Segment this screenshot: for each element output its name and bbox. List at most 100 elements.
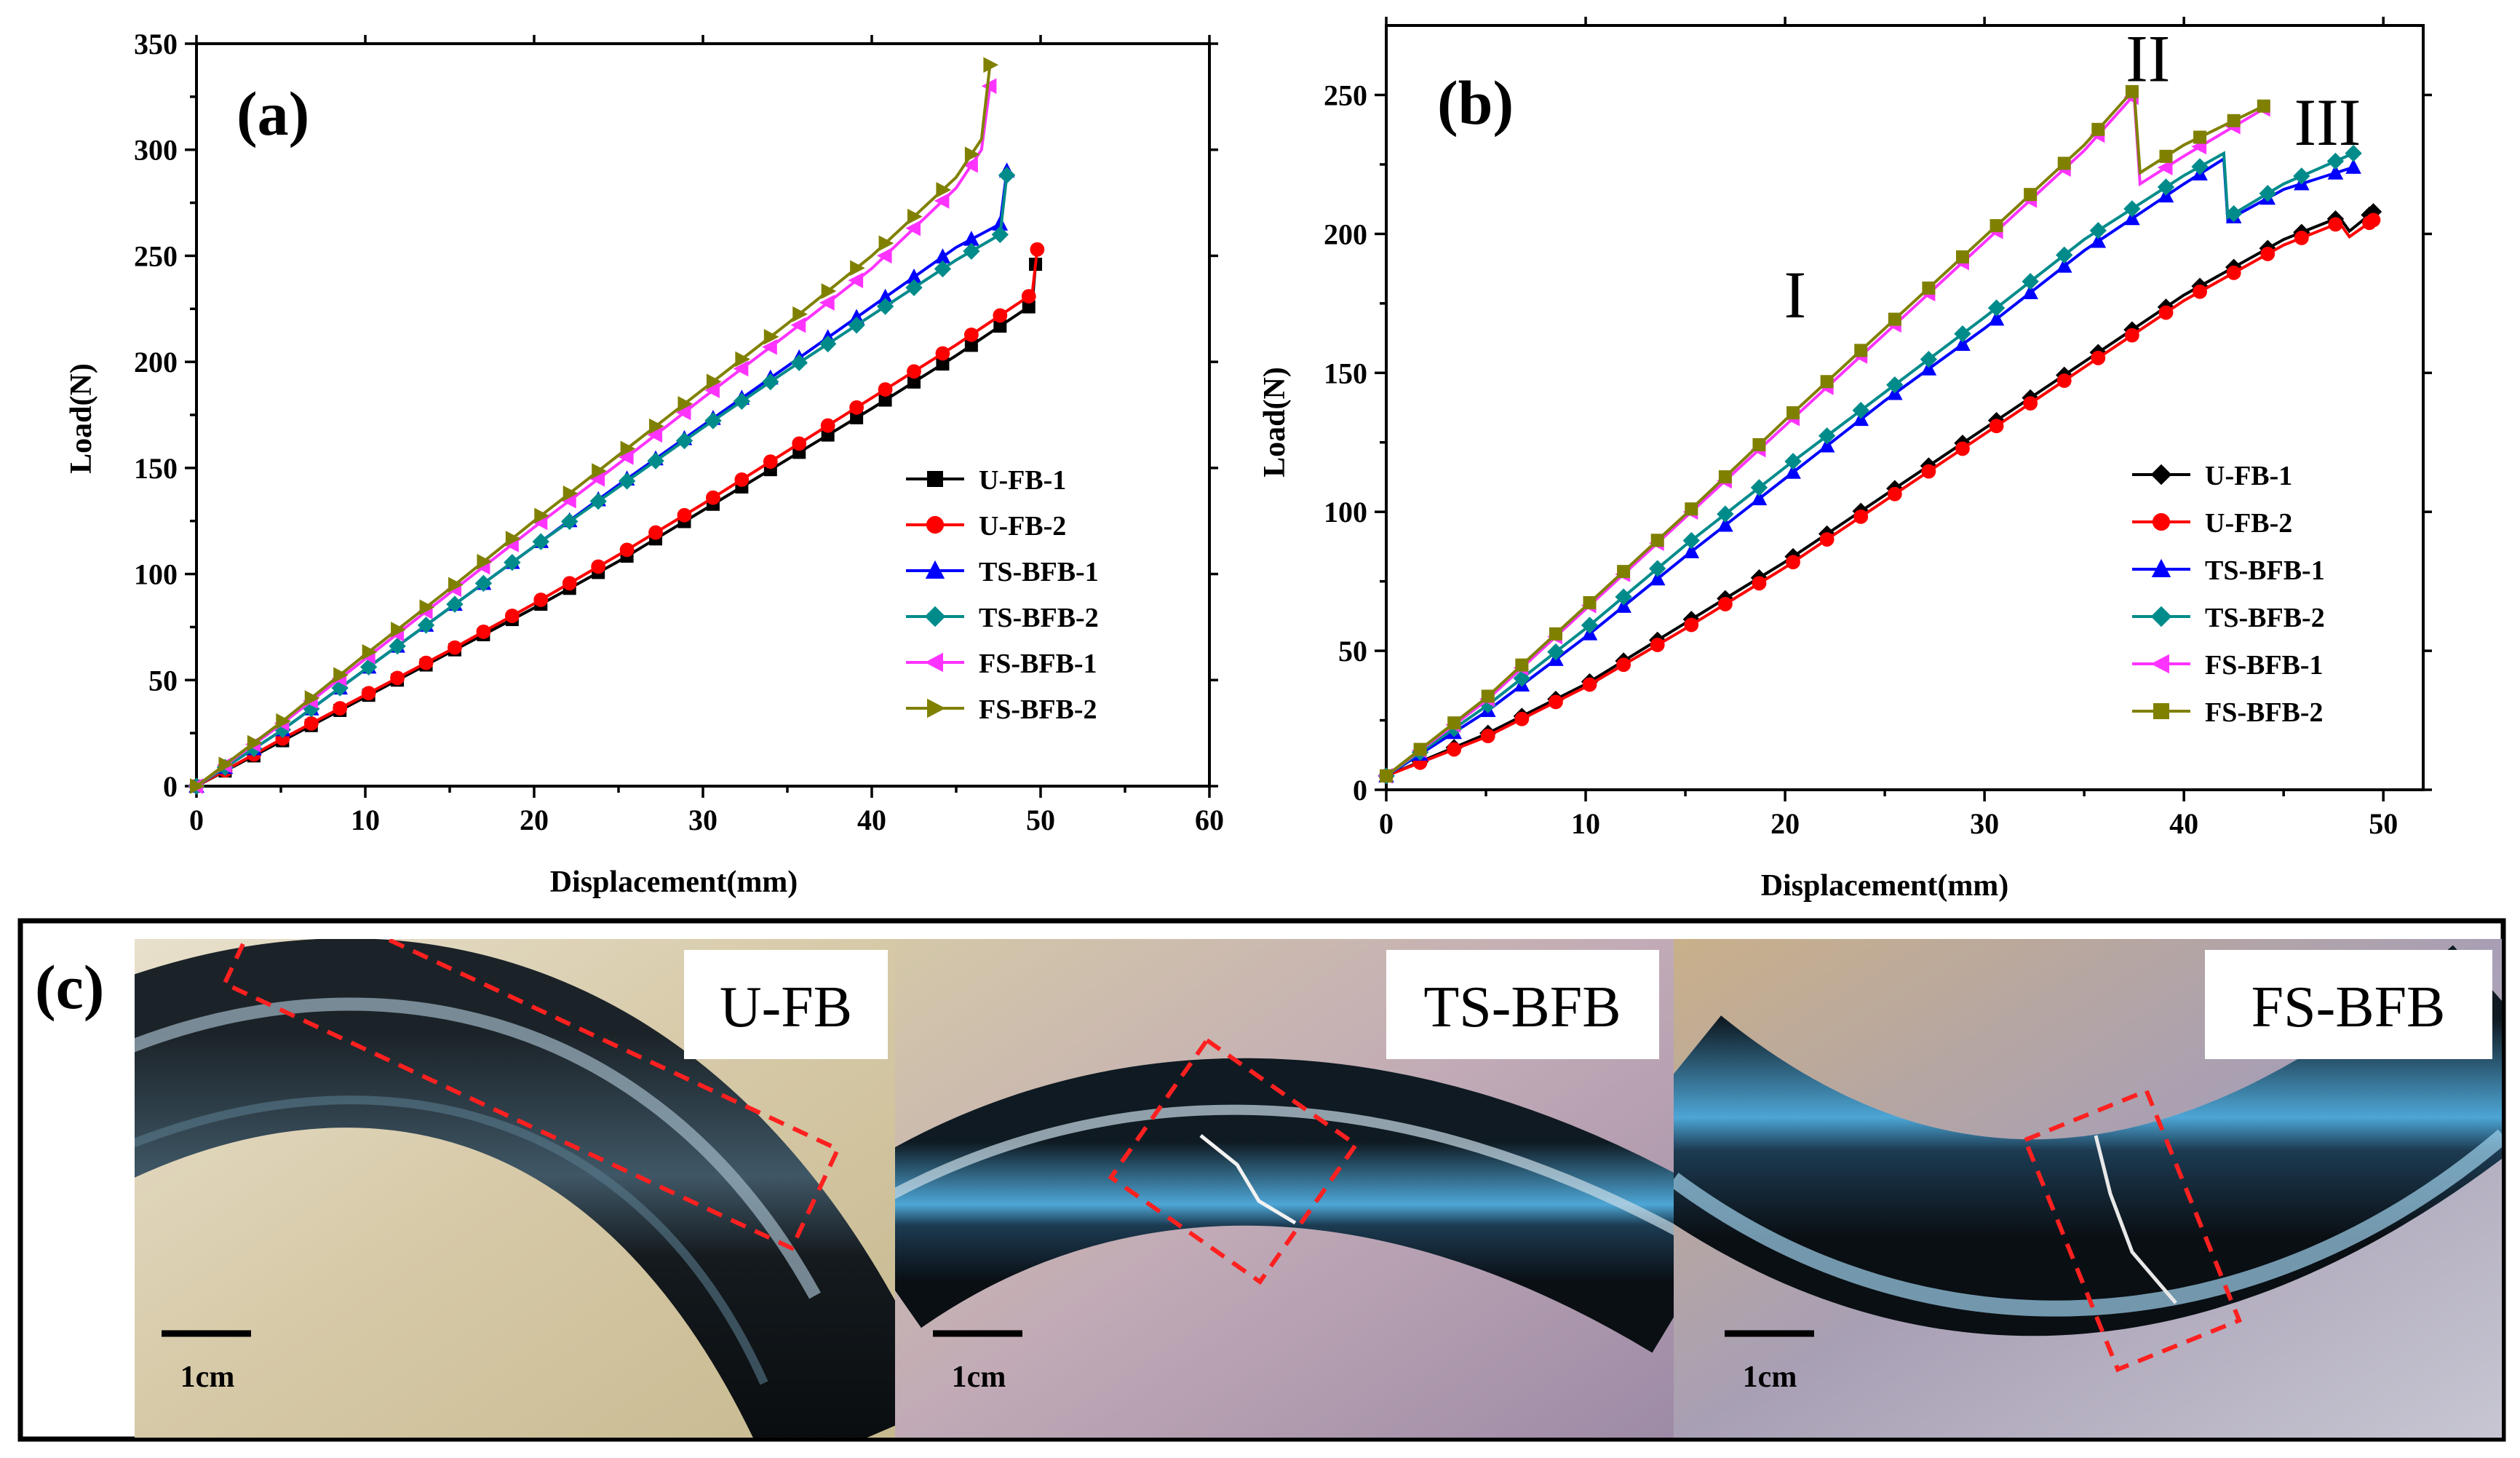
data-point [647, 452, 664, 470]
data-point [247, 734, 263, 751]
data-point [276, 713, 292, 729]
data-point [419, 599, 435, 616]
data-point [561, 492, 576, 509]
x-tick-label: 30 [688, 804, 718, 836]
data-point [677, 396, 693, 412]
data-point [1853, 510, 1869, 524]
data-point [819, 295, 835, 311]
data-point [1513, 670, 1531, 687]
series-line [1386, 210, 2374, 777]
y-tick-label: 150 [134, 452, 178, 485]
data-point [964, 146, 980, 162]
x-tick-label: 10 [1571, 807, 1600, 840]
data-point [907, 364, 921, 379]
photo-ts-bfb [895, 939, 1674, 1438]
data-point [2022, 273, 2039, 290]
data-point [1717, 516, 1733, 532]
data-point [619, 542, 635, 558]
series-line [195, 86, 992, 788]
legend-marker [2150, 654, 2169, 674]
data-point [819, 335, 837, 353]
data-point [361, 686, 376, 701]
data-point [592, 463, 607, 479]
data-point [1955, 336, 1971, 352]
data-point [934, 260, 952, 278]
data-point [878, 393, 892, 407]
y-tick-label: 50 [148, 664, 178, 697]
data-point [1717, 505, 1734, 523]
data-point [190, 778, 205, 794]
data-point [1750, 479, 1768, 496]
y-tick-label: 0 [163, 770, 178, 803]
data-point [1989, 419, 2004, 434]
data-point [1684, 617, 1699, 633]
data-point [618, 449, 634, 465]
data-point [2125, 84, 2139, 98]
y-tick-label: 350 [134, 28, 178, 60]
data-point [790, 317, 806, 333]
data-point [303, 716, 319, 731]
legend-marker [925, 560, 945, 579]
data-point [993, 308, 1008, 323]
data-point [2328, 217, 2343, 232]
data-point [1955, 250, 1969, 264]
data-point [848, 309, 864, 325]
data-point [1380, 769, 1393, 783]
data-point [2091, 122, 2105, 136]
data-point [2225, 205, 2243, 223]
data-point [792, 306, 808, 322]
y-axis-title-a: Load(N) [65, 363, 98, 474]
y-tick-label: 200 [1324, 218, 1367, 250]
data-point [618, 472, 636, 490]
data-point [2056, 373, 2072, 388]
legend-marker [927, 698, 946, 718]
data-point [2259, 185, 2276, 202]
photo-u-fb [135, 939, 895, 1438]
data-point [1752, 576, 1767, 591]
legend-marker [2151, 558, 2171, 577]
legend-label: U-FB-1 [2205, 461, 2292, 491]
data-point [2193, 130, 2207, 144]
data-point [1650, 638, 1665, 652]
data-point [563, 485, 579, 502]
data-point [2125, 328, 2139, 343]
data-point [762, 373, 779, 391]
data-point [848, 272, 864, 288]
data-point [821, 283, 837, 299]
data-point [1920, 350, 1938, 368]
y-axis-title-b: Load(N) [1258, 367, 1292, 478]
data-point [1987, 299, 2006, 317]
data-point [1818, 427, 1836, 445]
data-point [1650, 534, 1664, 547]
data-point [1888, 312, 1901, 326]
data-point [733, 360, 749, 377]
data-point [1648, 560, 1666, 577]
data-point [735, 351, 751, 368]
data-point [2024, 188, 2038, 202]
data-point [1515, 658, 1529, 672]
data-point [1547, 643, 1565, 661]
y-tick-label: 150 [1324, 357, 1367, 389]
data-point [792, 436, 807, 451]
data-point [878, 382, 893, 397]
data-point [333, 701, 348, 716]
data-point [2226, 265, 2241, 280]
data-point [1549, 627, 1562, 641]
y-tick-label: 200 [134, 346, 178, 379]
data-point [1854, 344, 1868, 357]
data-point [591, 559, 606, 574]
data-point [877, 288, 894, 304]
data-point [2345, 144, 2362, 162]
data-point [561, 512, 579, 531]
data-point [2124, 210, 2140, 226]
data-point [934, 248, 951, 264]
data-point [620, 440, 636, 457]
data-point [675, 404, 691, 421]
data-point [936, 182, 952, 198]
data-point [790, 354, 808, 371]
data-point [763, 328, 779, 345]
legend-label: U-FB-2 [2205, 508, 2292, 539]
data-point [1022, 300, 1036, 314]
data-point [1786, 406, 1800, 420]
